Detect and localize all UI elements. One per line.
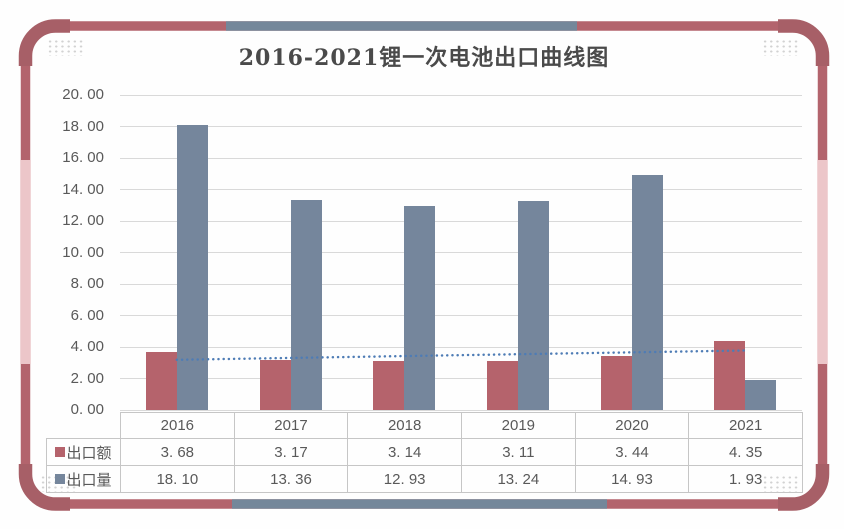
- y-axis-tick-label: 16. 00: [62, 149, 104, 166]
- bar-出口额-2020: [600, 355, 632, 410]
- table-value-cell: 3. 14: [347, 438, 461, 465]
- y-axis-tick-label: 2. 00: [70, 369, 104, 387]
- y-axis-tick-label: 8. 00: [70, 275, 104, 292]
- table-year-header: 2017: [233, 412, 348, 438]
- bar-出口量-2017: [290, 199, 322, 410]
- table-value-cell: 18. 10: [120, 465, 234, 493]
- table-row-label: 出口额: [46, 438, 120, 465]
- table-year-header: 2019: [461, 412, 575, 438]
- bar-出口量-2021: [745, 379, 777, 410]
- table-value-cell: 13. 36: [233, 465, 348, 493]
- gridline: [120, 189, 802, 190]
- bar-出口额-2016: [145, 352, 177, 410]
- bar-出口额-2021: [714, 341, 746, 410]
- y-axis-tick-label: 6. 00: [70, 306, 104, 324]
- gridline: [120, 126, 802, 127]
- table-value-cell: 3. 68: [120, 438, 234, 465]
- table-year-header: 2020: [574, 412, 689, 438]
- bar-出口量-2020: [631, 174, 663, 410]
- gridline: [120, 283, 802, 285]
- legend-swatch-出口量: [55, 474, 66, 484]
- table-row-label: 出口量: [46, 465, 120, 493]
- chart-title: 2016-2021锂一次电池出口曲线图: [238, 45, 610, 71]
- legend-label: 出口量: [66, 471, 112, 489]
- table-year-header: 2018: [347, 412, 461, 438]
- table-year-header: 2016: [120, 412, 234, 438]
- bar-出口额-2017: [259, 360, 291, 410]
- table-value-cell: 14. 93: [574, 465, 689, 493]
- gridline: [120, 94, 802, 96]
- bar-出口量-2018: [404, 206, 436, 410]
- corner-dots-top-right: [761, 38, 798, 56]
- y-axis-tick-label: 0. 00: [70, 401, 104, 418]
- gridline: [120, 378, 802, 379]
- table-value-cell: 3. 11: [461, 438, 575, 465]
- y-axis-tick-label: 10. 00: [62, 243, 104, 261]
- gridline: [120, 346, 802, 348]
- y-axis-tick-label: 12. 00: [62, 212, 104, 229]
- y-axis-tick-label: 14. 00: [62, 180, 104, 198]
- bar-出口量-2016: [176, 124, 208, 410]
- legend-swatch-出口额: [55, 447, 66, 457]
- y-axis-tick-label: 18. 00: [62, 117, 104, 135]
- table-value-cell: 3. 17: [233, 438, 348, 465]
- bar-出口量-2019: [517, 201, 549, 410]
- y-axis-tick-label: 20. 00: [62, 86, 104, 103]
- gridline: [120, 315, 802, 316]
- gridline: [120, 409, 802, 411]
- legend-label: 出口额: [66, 444, 112, 462]
- table-value-cell: 1. 93: [688, 465, 803, 493]
- gridline: [120, 157, 802, 159]
- bar-出口额-2019: [486, 361, 518, 410]
- table-value-cell: 4. 35: [688, 438, 803, 465]
- y-axis-tick-label: 4. 00: [70, 338, 104, 355]
- bar-出口额-2018: [373, 360, 405, 410]
- table-value-cell: 3. 44: [574, 438, 689, 465]
- table-year-header: 2021: [688, 412, 803, 438]
- gridline: [120, 252, 802, 253]
- table-value-cell: 13. 24: [461, 465, 575, 493]
- gridline: [120, 220, 802, 222]
- table-value-cell: 12. 93: [347, 465, 461, 493]
- corner-dots-top-left: [46, 38, 83, 56]
